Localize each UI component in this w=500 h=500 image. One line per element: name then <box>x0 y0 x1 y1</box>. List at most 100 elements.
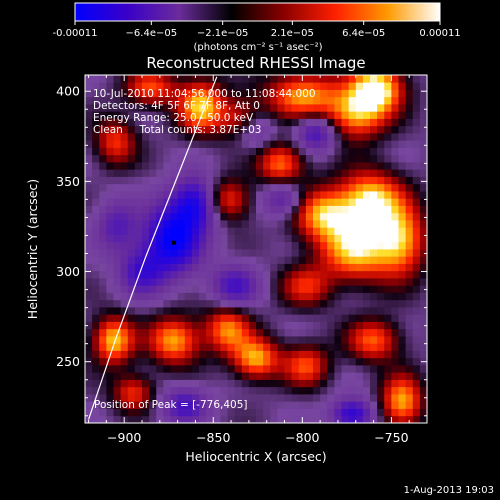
heatmap-cell <box>277 191 285 199</box>
peak-position-label: Position of Peak = [-776,405] <box>94 399 248 411</box>
heatmap-cell <box>234 278 243 286</box>
heatmap-cell <box>234 111 243 119</box>
heatmap-cell <box>334 125 342 134</box>
heatmap-cell <box>241 96 250 105</box>
heatmap-cell <box>355 285 364 293</box>
heatmap-cell <box>142 96 150 105</box>
heatmap-cell <box>305 386 314 395</box>
heatmap-cell <box>305 249 314 257</box>
heatmap-cell <box>298 82 307 90</box>
heatmap-cell <box>92 249 100 257</box>
heatmap-cell <box>284 278 293 286</box>
heatmap-cell <box>113 75 122 83</box>
heatmap-cell <box>256 169 264 177</box>
heatmap-cell <box>419 183 427 192</box>
heatmap-cell <box>142 198 150 206</box>
heatmap-cell <box>298 343 307 351</box>
heatmap-cell <box>377 191 385 199</box>
heatmap-cell <box>142 299 150 308</box>
heatmap-cell <box>163 379 171 388</box>
heatmap-cell <box>213 147 221 156</box>
heatmap-cell <box>362 96 371 105</box>
heatmap-cell <box>398 111 407 119</box>
heatmap-cell <box>270 234 278 243</box>
heatmap-cell <box>149 249 157 257</box>
heatmap-cell <box>270 75 278 83</box>
heatmap-cell <box>220 125 228 134</box>
heatmap-cell <box>270 336 278 344</box>
heatmap-cell <box>234 328 243 337</box>
heatmap-cell <box>341 408 350 417</box>
heatmap-cell <box>391 256 399 264</box>
heatmap-cell <box>313 89 321 98</box>
heatmap-cell <box>248 263 257 272</box>
heatmap-cell <box>248 415 257 423</box>
heatmap-cell <box>156 328 164 337</box>
heatmap-cell <box>99 415 107 423</box>
heatmap-cell <box>92 241 100 250</box>
heatmap-cell <box>163 212 171 221</box>
heatmap-cell <box>405 408 414 417</box>
heatmap-cell <box>277 82 285 90</box>
heatmap-cell <box>334 89 342 98</box>
heatmap-cell <box>320 408 328 417</box>
heatmap-cell <box>156 241 164 250</box>
heatmap-cell <box>99 241 107 250</box>
heatmap-cell <box>270 307 278 315</box>
heatmap-cell <box>398 285 407 293</box>
heatmap-cell <box>156 198 164 206</box>
heatmap-cell <box>298 256 307 264</box>
heatmap-cell <box>256 401 264 409</box>
heatmap-cell <box>99 234 107 243</box>
heatmap-cell <box>256 314 264 322</box>
heatmap-cell <box>163 104 171 112</box>
heatmap-cell <box>127 241 136 250</box>
heatmap-cell <box>199 198 207 206</box>
heatmap-cell <box>92 111 100 119</box>
heatmap-cell <box>362 176 371 185</box>
heatmap-cell <box>419 220 427 228</box>
heatmap-cell <box>327 162 335 170</box>
heatmap-cell <box>291 220 300 228</box>
heatmap-cell <box>305 169 314 177</box>
heatmap-cell <box>142 147 150 156</box>
heatmap-cell <box>156 379 164 388</box>
heatmap-cell <box>355 104 364 112</box>
heatmap-cell <box>213 220 221 228</box>
heatmap-cell <box>213 278 221 286</box>
heatmap-cell <box>163 89 171 98</box>
heatmap-cell <box>184 256 193 264</box>
heatmap-cell <box>184 343 193 351</box>
heatmap-cell <box>184 104 193 112</box>
heatmap-cell <box>234 205 243 214</box>
heatmap-cell <box>348 104 357 112</box>
heatmap-cell <box>305 89 314 98</box>
heatmap-cell <box>227 140 236 148</box>
heatmap-cell <box>106 111 114 119</box>
colorbar-bar <box>74 2 441 22</box>
heatmap-cell <box>355 154 364 163</box>
heatmap-cell <box>362 270 371 279</box>
heatmap-cell <box>206 321 214 330</box>
heatmap-cell <box>149 104 157 112</box>
heatmap-cell <box>134 299 143 308</box>
heatmap-cell <box>127 82 136 90</box>
heatmap-cell <box>191 183 200 192</box>
heatmap-cell <box>170 140 179 148</box>
heatmap-cell <box>220 212 228 221</box>
heatmap-cell <box>412 220 421 228</box>
heatmap-cell <box>184 263 193 272</box>
x-tick-label: −750 <box>374 430 408 445</box>
heatmap-cell <box>398 379 407 388</box>
heatmap-cell <box>85 205 93 214</box>
heatmap-cell <box>341 270 350 279</box>
heatmap-cell <box>291 82 300 90</box>
heatmap-cell <box>320 394 328 402</box>
heatmap-cell <box>191 198 200 206</box>
heatmap-cell <box>177 133 186 141</box>
heatmap-cell <box>291 307 300 315</box>
heatmap-cell <box>92 227 100 235</box>
heatmap-cell <box>227 299 236 308</box>
heatmap-cell <box>248 285 257 293</box>
heatmap-cell <box>377 241 385 250</box>
